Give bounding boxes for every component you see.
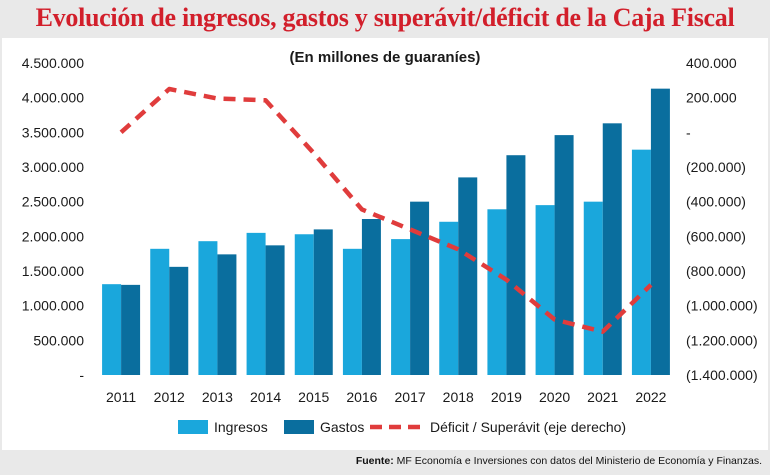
y-right-tick-label: - (686, 124, 691, 140)
bar-gastos-2014 (265, 245, 285, 375)
bar-gastos-2016 (361, 219, 381, 375)
legend-label-deficit: Déficit / Superávit (eje derecho) (430, 419, 626, 435)
y-right-tick-label: (1.000.000) (686, 298, 758, 314)
y-left-tick-label: 4.500.000 (22, 55, 84, 71)
x-tick-label: 2019 (491, 389, 522, 405)
bar-ingresos-2012 (150, 248, 170, 375)
bar-gastos-2019 (506, 155, 526, 375)
y-right-tick-label: (400.000) (686, 194, 746, 210)
x-tick-label: 2017 (395, 389, 426, 405)
bar-ingresos-2011 (102, 284, 122, 375)
y-right-tick-label: (1.200.000) (686, 332, 758, 348)
y-left-tick-label: 500.000 (33, 332, 84, 348)
bar-ingresos-2020 (535, 205, 555, 375)
chart-svg: (En millones de guaraníes) - 500.000 1.000.… (22, 49, 758, 435)
x-tick-label: 2012 (154, 389, 185, 405)
chart-panel: (En millones de guaraníes) - 500.000 1.000.… (2, 38, 768, 450)
bar-gastos-2011 (121, 284, 141, 375)
bar-gastos-2017 (410, 201, 430, 375)
source-text: MF Economía e Inversiones con datos del … (396, 455, 762, 467)
y-left-tick-label: 1.000.000 (22, 298, 84, 314)
bar-gastos-2020 (554, 135, 574, 375)
bar-ingresos-2022 (631, 149, 651, 375)
y-left-tick-label: 3.000.000 (22, 159, 84, 175)
x-tick-label: 2015 (298, 389, 329, 405)
x-tick-label: 2018 (443, 389, 474, 405)
legend-swatch-ingresos (178, 420, 208, 434)
y-right-tick-label: (800.000) (686, 263, 746, 279)
bar-gastos-2015 (313, 229, 333, 375)
bar-ingresos-2018 (439, 221, 459, 375)
source-note: Fuente: MF Economía e Inversiones con da… (356, 455, 762, 467)
x-tick-label: 2013 (202, 389, 233, 405)
bar-ingresos-2021 (583, 201, 603, 375)
x-tick-label: 2020 (539, 389, 570, 405)
legend-label-ingresos: Ingresos (214, 419, 268, 435)
y-left-tick-label: 2.500.000 (22, 194, 84, 210)
bar-ingresos-2019 (487, 209, 507, 375)
bar-gastos-2012 (169, 266, 189, 375)
x-tick-label: 2022 (635, 389, 666, 405)
bar-ingresos-2014 (246, 232, 266, 375)
bar-gastos-2013 (217, 254, 237, 375)
bar-ingresos-2013 (198, 241, 218, 375)
y-right-tick-label: (1.400.000) (686, 367, 758, 383)
y-right-tick-label: 400.000 (686, 55, 737, 71)
y-right-tick-label: (600.000) (686, 228, 746, 244)
bar-gastos-2018 (458, 177, 478, 375)
legend-label-gastos: Gastos (320, 419, 364, 435)
y-left-tick-label: 2.000.000 (22, 228, 84, 244)
chart-subtitle: (En millones de guaraníes) (290, 49, 481, 66)
bar-ingresos-2016 (342, 248, 362, 375)
chart-title: Evolución de ingresos, gastos y superávi… (35, 3, 735, 32)
bar-gastos-2021 (602, 123, 622, 375)
source-label: Fuente: (355, 455, 394, 467)
y-right-tick-label: (200.000) (686, 159, 746, 175)
x-tick-label: 2014 (250, 389, 281, 405)
y-left-tick-label: 4.000.000 (22, 90, 84, 106)
y-right-tick-label: 200.000 (686, 90, 737, 106)
bar-ingresos-2015 (294, 234, 314, 375)
y-left-tick-label: 1.500.000 (22, 263, 84, 279)
x-tick-label: 2021 (587, 389, 618, 405)
y-left-tick-label: 3.500.000 (22, 124, 84, 140)
legend-swatch-gastos (284, 420, 314, 434)
bar-ingresos-2017 (391, 239, 411, 375)
x-tick-label: 2016 (346, 389, 377, 405)
x-tick-label: 2011 (106, 389, 136, 405)
bar-gastos-2022 (650, 88, 670, 376)
line-deficit-superavit (119, 86, 653, 334)
y-left-tick-label: - (79, 367, 84, 383)
